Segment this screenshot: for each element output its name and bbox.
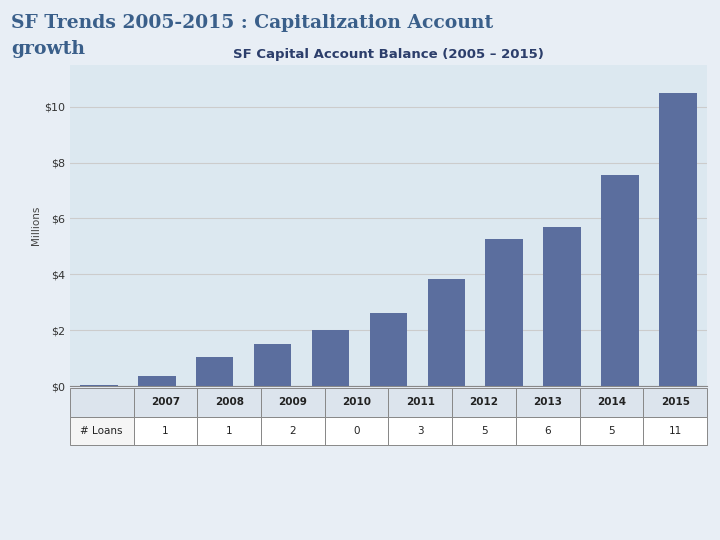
Text: 5: 5 [608,426,615,436]
Bar [261,388,325,417]
Bar [325,417,389,445]
Text: 2008: 2008 [215,397,243,408]
Bar [389,417,452,445]
Bar [138,376,176,386]
Text: 2007: 2007 [151,397,180,408]
Text: 3: 3 [417,426,423,436]
Bar [516,417,580,445]
Bar [196,357,233,386]
Bar [485,239,523,386]
Text: 2012: 2012 [469,397,498,408]
Bar [325,388,389,417]
Bar [428,279,465,386]
Text: 1: 1 [162,426,168,436]
Bar [660,93,697,386]
Text: 2009: 2009 [279,397,307,408]
Bar [601,175,639,386]
Text: 1: 1 [226,426,233,436]
Text: 0: 0 [354,426,360,436]
Text: 2011: 2011 [406,397,435,408]
Text: 5: 5 [481,426,487,436]
Bar [134,417,197,445]
Text: 2013: 2013 [534,397,562,408]
Text: 2014: 2014 [597,397,626,408]
Text: SF Trends 2005-2015 : Capitalization Account: SF Trends 2005-2015 : Capitalization Acc… [11,14,493,31]
Text: # Loans: # Loans [81,426,123,436]
Text: growth: growth [11,40,85,58]
Bar [580,417,644,445]
Bar [644,388,707,417]
Bar [452,417,516,445]
Bar [134,388,197,417]
Bar [197,417,261,445]
Bar [389,388,452,417]
Title: SF Capital Account Balance (2005 – 2015): SF Capital Account Balance (2005 – 2015) [233,48,544,61]
Bar [70,417,134,445]
Text: 11: 11 [669,426,682,436]
Bar [369,313,408,386]
Bar [312,330,349,386]
Bar [544,227,581,386]
Text: 6: 6 [544,426,551,436]
Bar [261,417,325,445]
Bar [253,344,292,386]
Bar [644,417,707,445]
Bar [452,388,516,417]
Y-axis label: Millions: Millions [31,206,41,245]
Text: 2015: 2015 [661,397,690,408]
Text: 2010: 2010 [342,397,371,408]
Bar [70,388,134,417]
Bar [516,388,580,417]
Bar [197,388,261,417]
Text: 2: 2 [289,426,296,436]
Bar [80,384,117,386]
Bar [580,388,644,417]
